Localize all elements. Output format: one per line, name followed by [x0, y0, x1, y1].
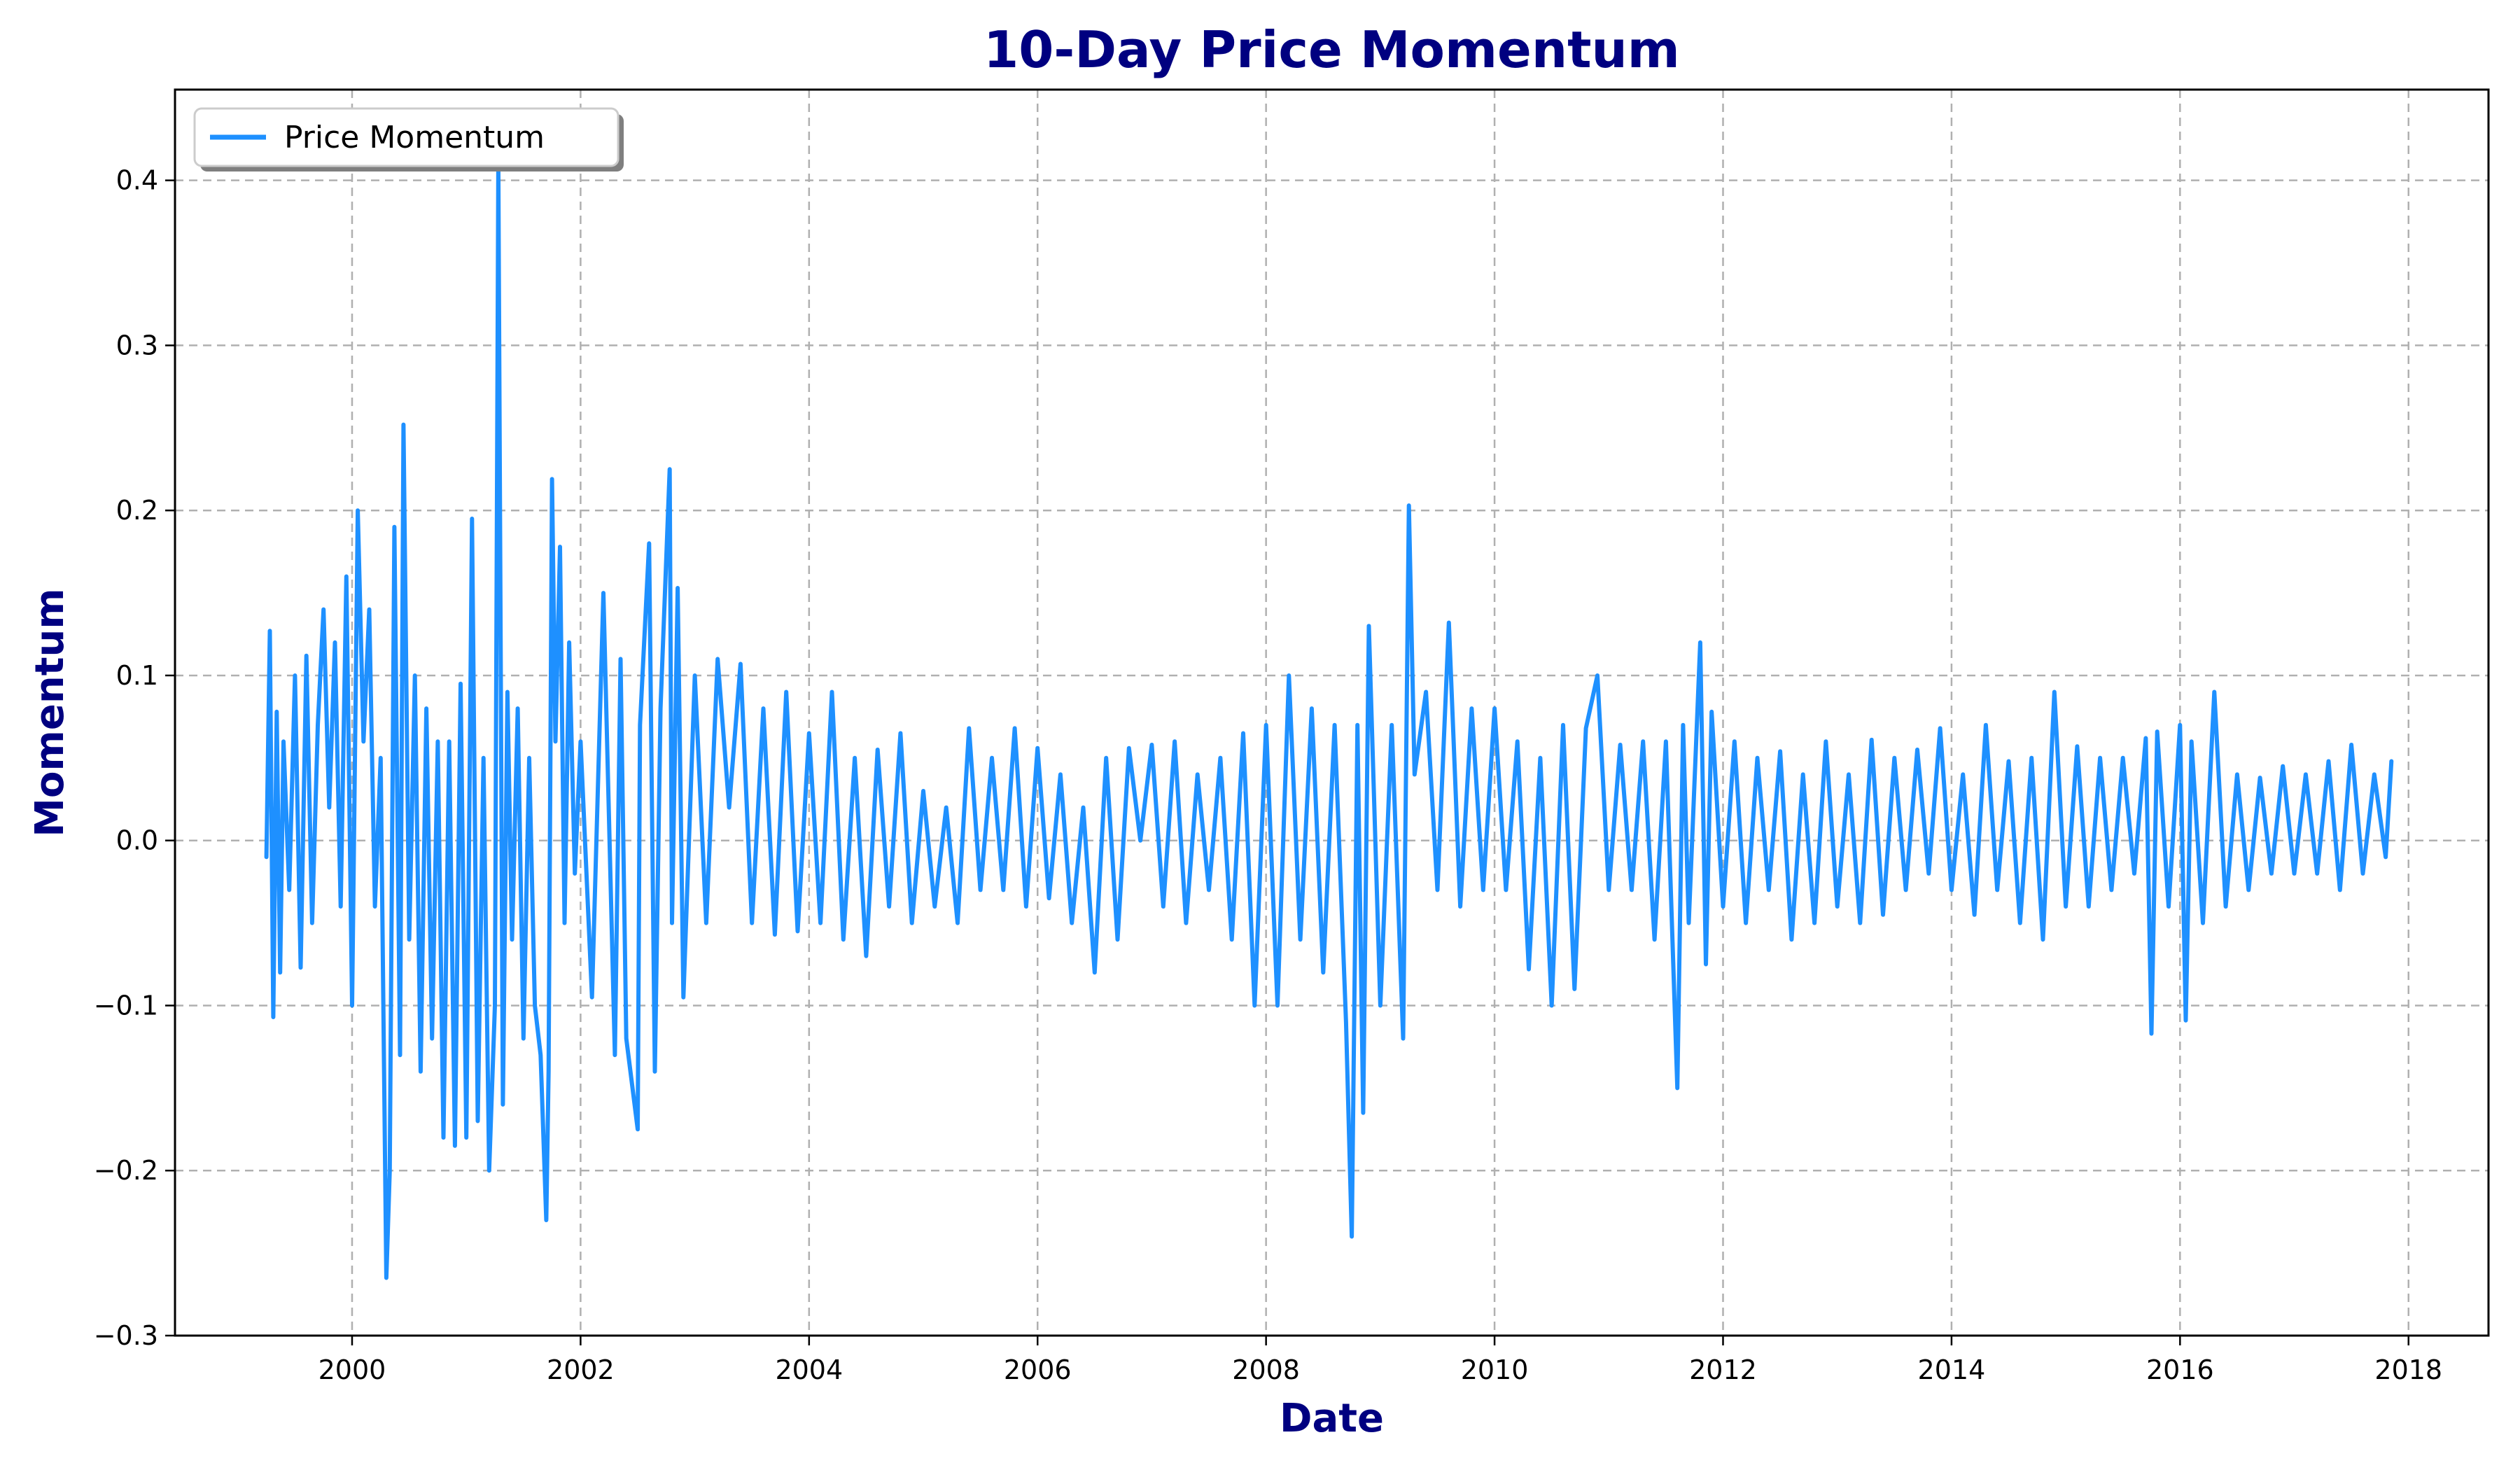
x-tick-label: 2000 [318, 1354, 386, 1385]
legend: Price Momentum [193, 107, 624, 172]
y-tick-label: −0.1 [94, 990, 158, 1021]
x-tick-label: 2010 [1461, 1354, 1529, 1385]
y-tick-label: 0.4 [116, 165, 158, 196]
y-axis-ticks: −0.3 −0.2 −0.1 0.0 0.1 0.2 0.3 0.4 [94, 165, 175, 1351]
series-layer [264, 162, 2394, 1280]
x-tick-label: 2012 [1689, 1354, 1757, 1385]
x-grid-lines [351, 90, 2410, 1336]
y-tick-label: −0.3 [94, 1320, 158, 1351]
x-tick-label: 2002 [547, 1354, 615, 1385]
x-tick-label: 2008 [1232, 1354, 1300, 1385]
x-axis-label: Date [1280, 1396, 1384, 1441]
x-tick-label: 2016 [2146, 1354, 2214, 1385]
x-tick-label: 2004 [775, 1354, 843, 1385]
chart-title: 10-Day Price Momentum [983, 20, 1680, 79]
x-tick-label: 2018 [2374, 1354, 2442, 1385]
series-line-price-momentum [264, 162, 2394, 1280]
plot-area-frame [174, 88, 2490, 1337]
legend-box [193, 107, 620, 167]
y-tick-label: 0.3 [116, 330, 158, 360]
x-tick-label: 2006 [1004, 1354, 1072, 1385]
y-tick-label: 0.0 [116, 825, 158, 856]
legend-label-price-momentum: Price Momentum [284, 120, 545, 155]
y-tick-label: 0.2 [116, 495, 158, 526]
y-axis-label: Momentum [27, 588, 73, 836]
y-tick-label: −0.2 [94, 1155, 158, 1186]
x-tick-label: 2014 [1918, 1354, 1986, 1385]
y-tick-label: 0.1 [116, 660, 158, 691]
x-axis-ticks: 2000 2002 2004 2006 2008 2010 2012 2014 2016 2018 [318, 1336, 2442, 1385]
